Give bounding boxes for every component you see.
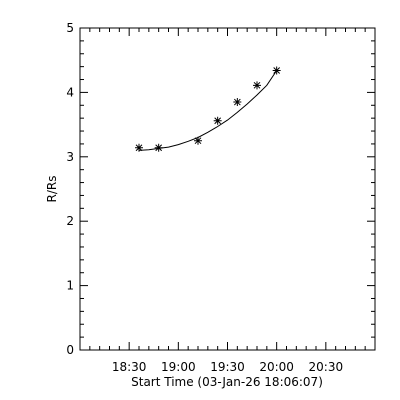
y-axis-label: R/Rs — [45, 176, 59, 203]
x-axis-label: Start Time (03-Jan-26 18:06:07) — [131, 375, 323, 389]
x-tick-label: 20:00 — [259, 360, 294, 374]
y-tick-label: 2 — [66, 214, 74, 228]
plot-frame — [79, 27, 376, 351]
data-points — [135, 66, 281, 152]
data-point — [194, 136, 202, 145]
y-tick-label: 3 — [66, 150, 74, 164]
y-tick-label: 0 — [66, 343, 74, 357]
data-point — [213, 116, 222, 125]
y-tick-labels: 0 1 2 3 4 5 — [66, 21, 74, 357]
data-point — [272, 66, 281, 75]
data-point — [233, 98, 242, 107]
x-axis-ticks — [79, 28, 376, 350]
y-axis-ticks — [80, 27, 375, 351]
x-tick-label: 20:30 — [309, 360, 344, 374]
data-point — [154, 143, 163, 152]
x-tick-label: 19:00 — [161, 360, 196, 374]
data-point — [253, 81, 261, 90]
x-tick-labels: 18:30 19:00 19:30 20:00 20:30 — [112, 360, 343, 374]
x-tick-label: 19:30 — [210, 360, 245, 374]
y-tick-label: 4 — [66, 85, 74, 99]
fit-curve — [138, 70, 278, 151]
y-tick-label: 1 — [66, 279, 74, 293]
x-tick-label: 18:30 — [112, 360, 147, 374]
data-point — [135, 143, 143, 152]
y-tick-label: 5 — [66, 21, 74, 35]
